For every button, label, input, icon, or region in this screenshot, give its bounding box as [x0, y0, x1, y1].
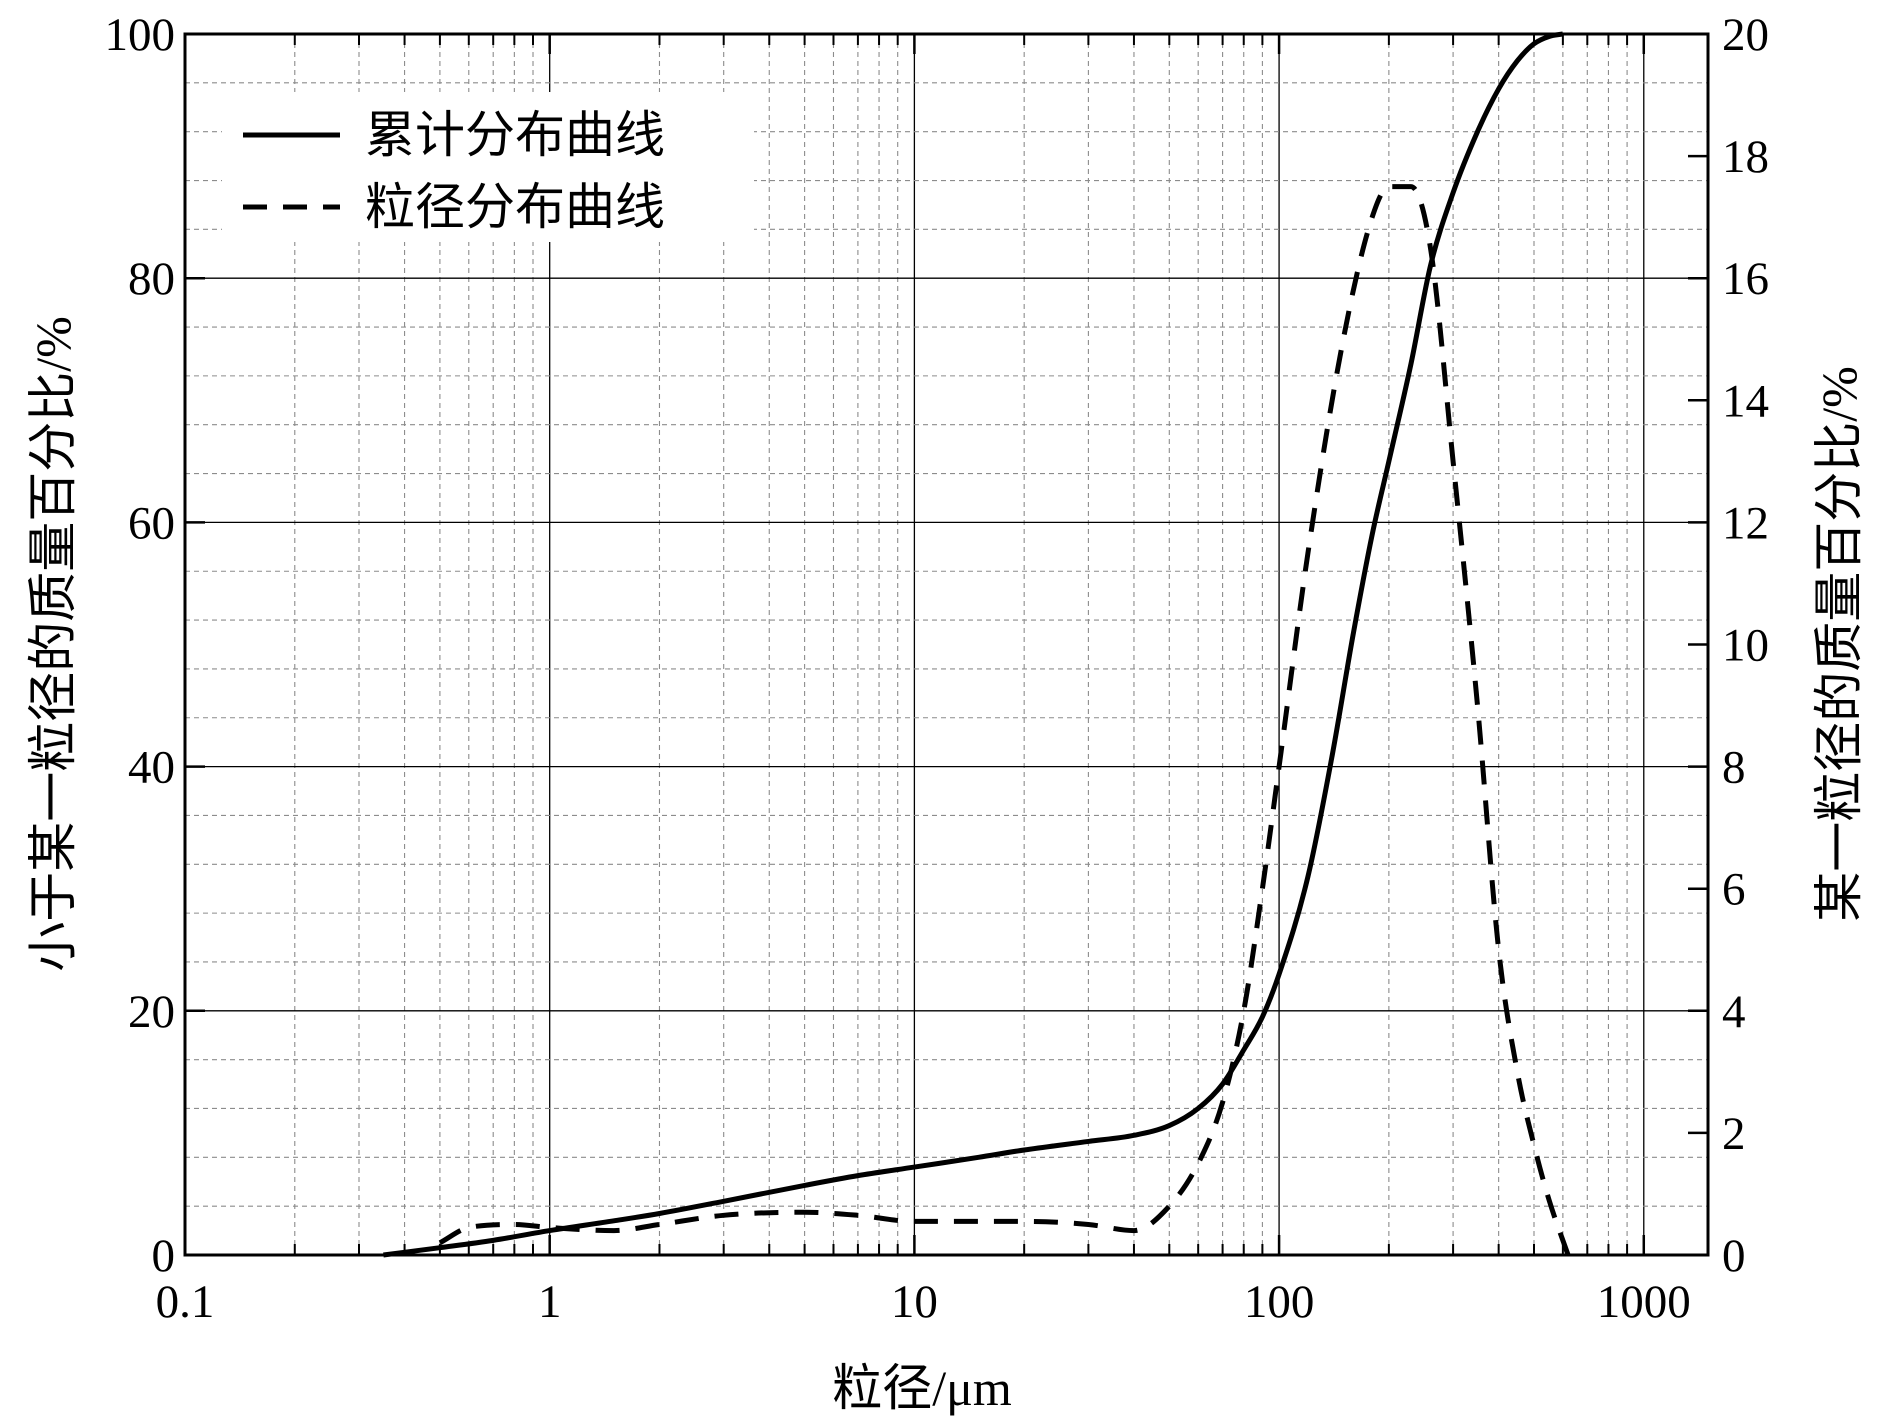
x-tick-label: 10	[891, 1276, 938, 1328]
x-axis-title: 粒径/μm	[832, 1360, 1012, 1416]
x-tick-label: 0.1	[156, 1276, 215, 1328]
right-y-tick-label: 0	[1722, 1230, 1746, 1282]
left-y-tick-label: 20	[128, 986, 175, 1038]
left-y-tick-label: 100	[105, 9, 176, 61]
particle-size-distribution-line	[438, 184, 1571, 1256]
plot-frame	[183, 32, 1710, 1257]
right-y-tick-label: 16	[1722, 253, 1769, 305]
series-lines	[383, 31, 1571, 1258]
left-y-axis-title: 小于某一粒径的质量百分比/%	[25, 316, 81, 972]
right-y-tick-label: 6	[1722, 864, 1746, 916]
x-tick-label: 100	[1244, 1276, 1315, 1328]
cumulative-distribution-line	[383, 31, 1564, 1258]
left-y-tick-label: 40	[128, 742, 175, 794]
legend: 累计分布曲线 粒径分布曲线	[222, 92, 754, 242]
right-y-tick-label: 12	[1722, 497, 1769, 549]
right-y-axis-title: 某一粒径的质量百分比/%	[1811, 366, 1867, 922]
legend-background	[222, 92, 754, 242]
right-y-tick-label: 14	[1722, 375, 1769, 427]
x-tick-label: 1000	[1597, 1276, 1691, 1328]
right-y-tick-label: 18	[1722, 131, 1769, 183]
left-y-tick-label: 60	[128, 497, 175, 549]
right-y-tick-label: 20	[1722, 9, 1769, 61]
x-tick-label: 1	[538, 1276, 562, 1328]
legend-label-distribution: 粒径分布曲线	[365, 179, 665, 235]
right-y-tick-label: 8	[1722, 742, 1746, 794]
right-y-tick-label: 10	[1722, 620, 1769, 672]
left-y-tick-label: 80	[128, 253, 175, 305]
left-y-tick-label: 0	[152, 1230, 176, 1282]
legend-label-cumulative: 累计分布曲线	[365, 107, 665, 163]
right-y-tick-label: 2	[1722, 1108, 1746, 1160]
right-y-tick-label: 4	[1722, 986, 1746, 1038]
